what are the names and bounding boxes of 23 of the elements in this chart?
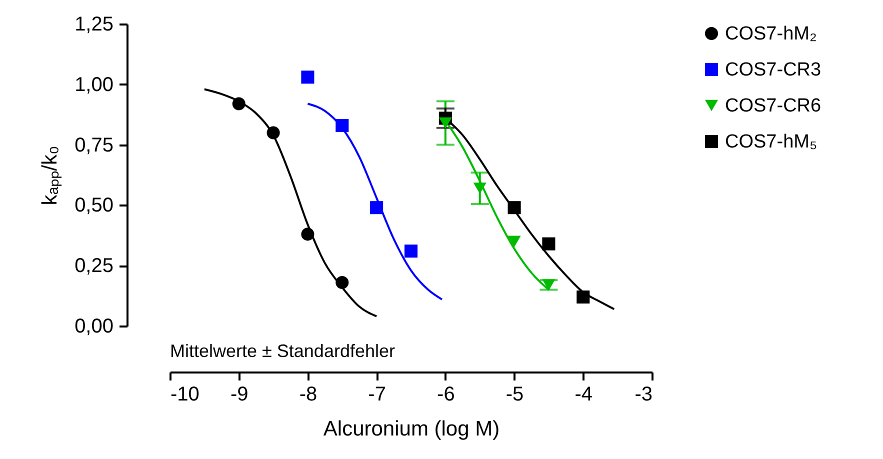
legend-label: COS7-hM₅ — [725, 132, 818, 152]
line-series — [203, 88, 378, 318]
y-tick-label: 0,75 — [74, 134, 114, 156]
y-axis-title: kₐₚₚ/k₀ — [38, 146, 63, 206]
x-tick-label: -8 — [299, 384, 318, 406]
x-tick-label: -6 — [437, 384, 455, 406]
line-series — [306, 102, 443, 300]
x-axis-title: Alcuronium (log M) — [323, 418, 500, 440]
legend-label: COS7-CR6 — [725, 96, 822, 116]
y-tick-label: 0,50 — [74, 194, 114, 217]
x-tick-label: -3 — [634, 384, 652, 406]
y-tick-label: 0,00 — [74, 316, 114, 338]
x-tick-label: -5 — [506, 384, 524, 406]
y-tick-label: 1,00 — [74, 74, 114, 96]
x-tick-label: -10 — [170, 384, 200, 406]
legend-label: COS7-hM₂ — [725, 24, 817, 44]
x-tick-label: -9 — [230, 384, 248, 406]
x-tick-label: -7 — [368, 384, 386, 406]
y-tick-label: 1,25 — [74, 14, 114, 36]
text: Mittelwerte ± Standardfehler — [170, 341, 395, 361]
legend-label: COS7-CR3 — [725, 60, 822, 80]
x-tick-label: -4 — [574, 384, 593, 406]
y-tick-label: 0,25 — [74, 255, 114, 278]
